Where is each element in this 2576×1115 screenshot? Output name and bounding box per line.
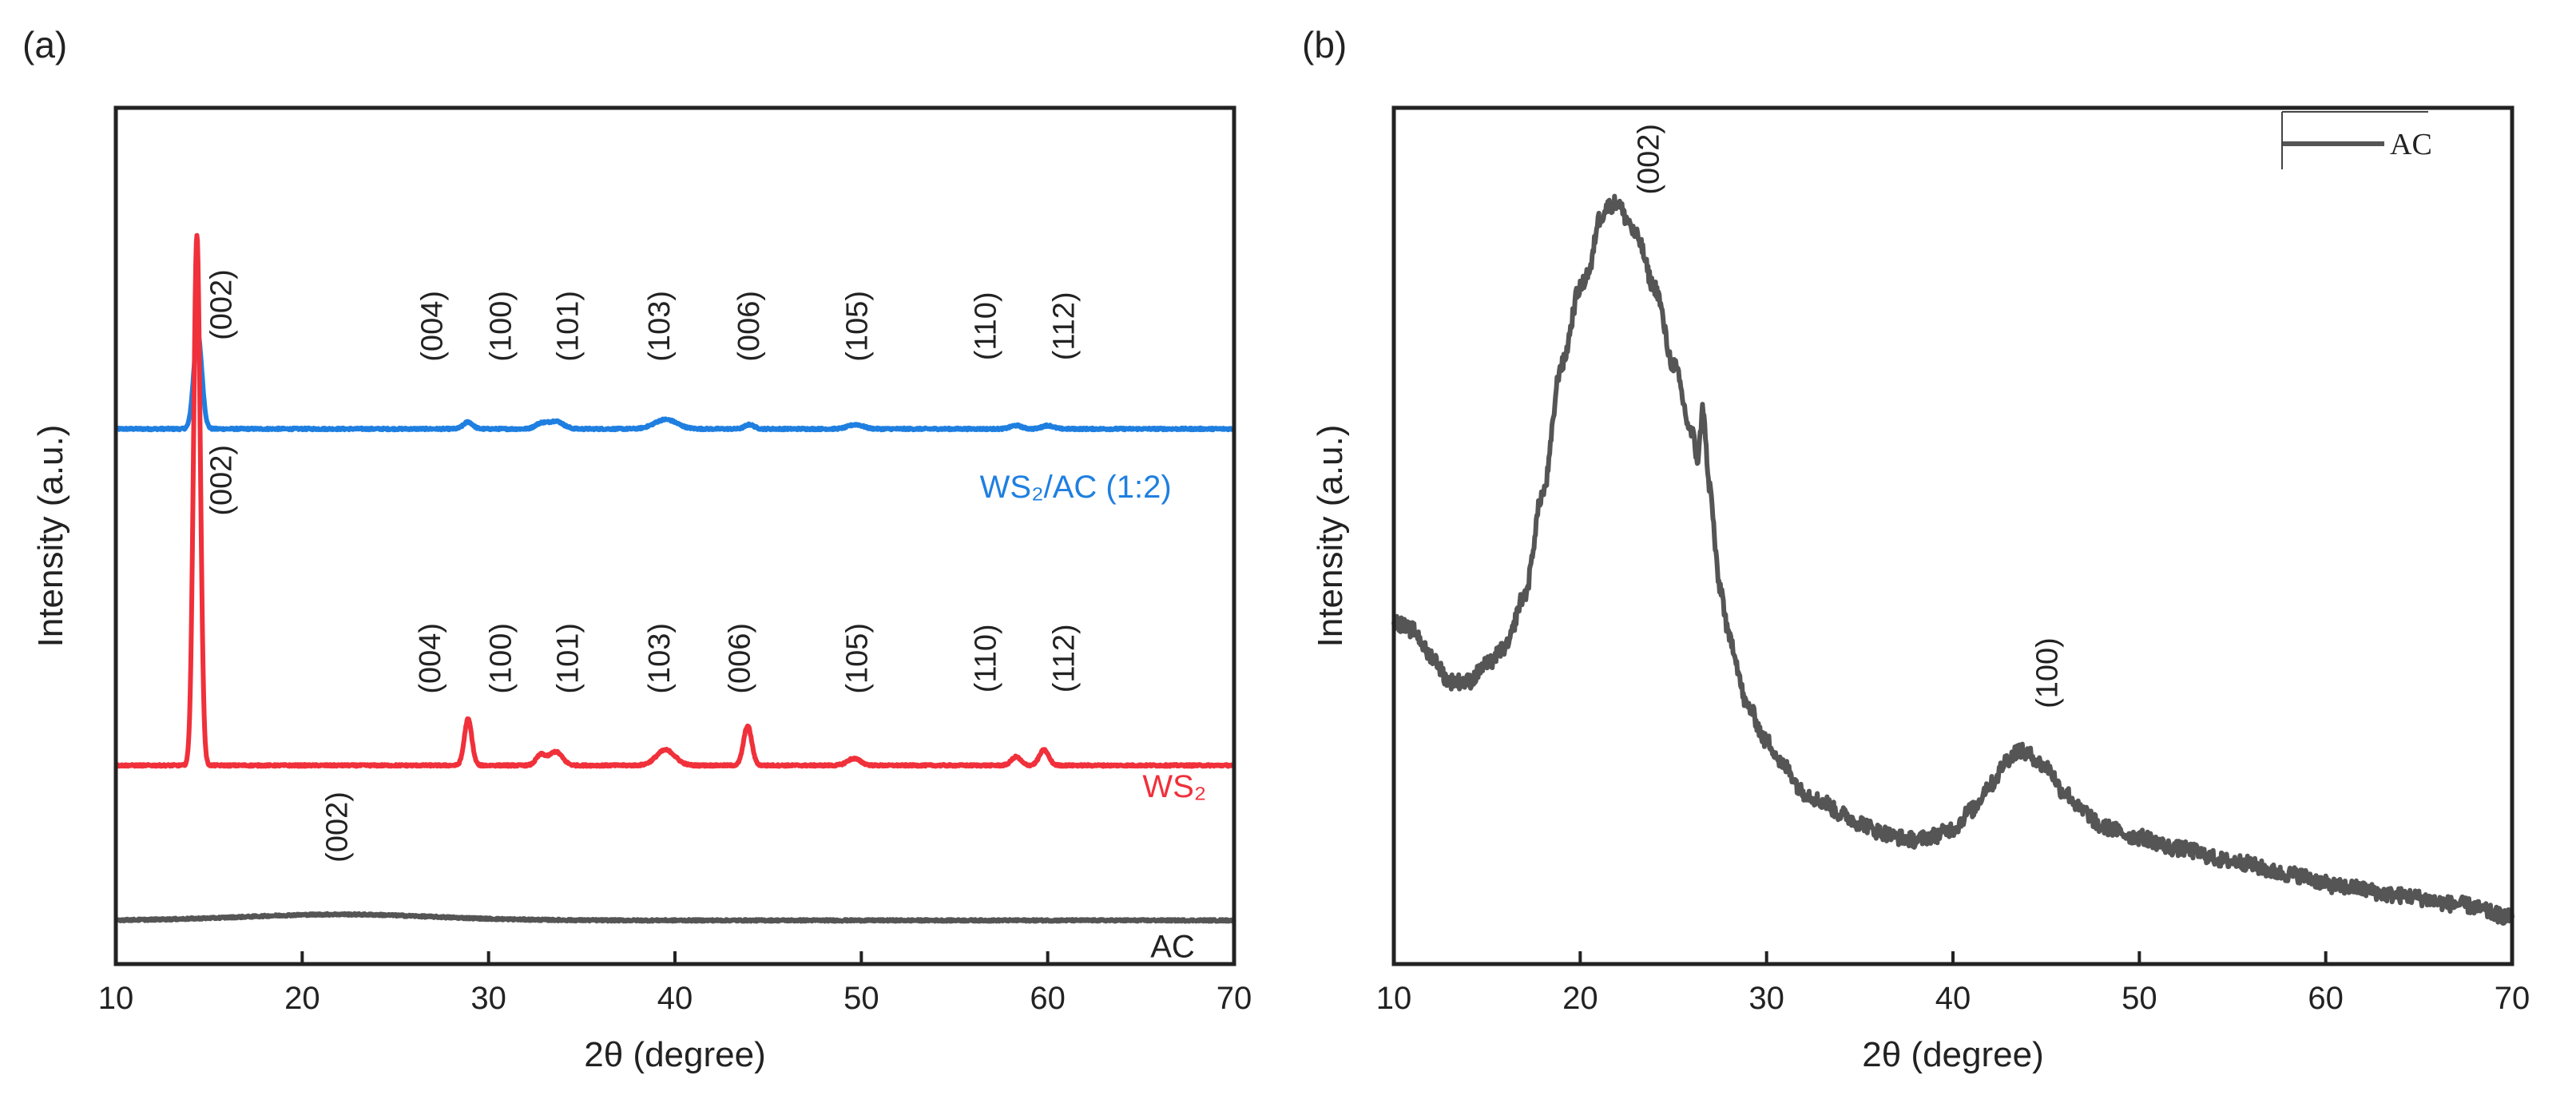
- series-line-2: [113, 911, 1236, 924]
- peak-label: (100): [485, 291, 518, 362]
- x-tick-label: 10: [1376, 981, 1412, 1016]
- peak-label: (002): [205, 445, 239, 516]
- x-tick-label: 40: [1935, 981, 1971, 1016]
- panel-a: (a) 10 20 30 40 50 60 70 2θ (degree) Intensity…: [22, 24, 1252, 1074]
- legend-b: AC: [2281, 111, 2432, 169]
- x-tick-label: 10: [98, 981, 134, 1016]
- x-tick-label: 20: [1562, 981, 1598, 1016]
- peak-label: (100): [485, 623, 518, 694]
- plot-frame-a: [113, 105, 1236, 966]
- series-line-1: [113, 232, 1236, 769]
- series-label: WS₂/AC (1:2): [980, 470, 1172, 505]
- x-axis-label-b: 2θ (degree): [1862, 1035, 2043, 1074]
- peak-label: (110): [969, 624, 1002, 692]
- peak-label: (103): [643, 623, 677, 694]
- y-axis-label-a: Intensity (a.u.): [31, 425, 70, 648]
- panel-label-b: (b): [1302, 24, 1347, 65]
- y-axis-label-b: Intensity (a.u.): [1311, 425, 1350, 648]
- x-tick-label: 70: [1217, 981, 1252, 1016]
- peak-label: (100): [2031, 637, 2065, 708]
- x-tick-label: 30: [1748, 981, 1784, 1016]
- peak-label: (004): [415, 291, 449, 362]
- x-tick-label: 50: [2122, 981, 2157, 1016]
- x-axis-label-a: 2θ (degree): [584, 1035, 765, 1074]
- x-tick-label: 70: [2495, 981, 2530, 1016]
- peak-label: (105): [840, 623, 874, 694]
- x-tick-label: 20: [284, 981, 320, 1016]
- series-label: WS₂: [1142, 769, 1206, 804]
- x-tick-label: 60: [2308, 981, 2344, 1016]
- x-tick-label: 50: [843, 981, 879, 1016]
- peak-label: (006): [723, 623, 756, 694]
- peak-label: (101): [552, 623, 585, 694]
- peak-label: (002): [1632, 124, 1665, 195]
- peak-label: (112): [1047, 292, 1081, 360]
- peak-label: (002): [320, 792, 354, 863]
- x-tick-label: 30: [470, 981, 506, 1016]
- peak-label: (101): [552, 291, 585, 362]
- x-tick-label: 60: [1030, 981, 1066, 1016]
- peak-label: (002): [205, 269, 239, 340]
- series-line-ac: [1391, 193, 2514, 926]
- peak-label: (006): [732, 291, 766, 362]
- peak-label: (103): [643, 291, 677, 362]
- x-tick-label: 40: [657, 981, 693, 1016]
- panel-label-a: (a): [22, 24, 67, 65]
- peak-label: (112): [1047, 624, 1081, 692]
- peak-label: (110): [969, 292, 1002, 360]
- series-label: AC: [1150, 929, 1195, 964]
- peak-label: (004): [414, 623, 447, 694]
- legend-label-ac: AC: [2390, 128, 2432, 161]
- peak-label: (105): [840, 291, 874, 362]
- panel-b: (b) 10 20 30 40 50 60 70 2θ (degree) Intensity…: [1302, 24, 2530, 1074]
- series-line-0: [113, 331, 1236, 433]
